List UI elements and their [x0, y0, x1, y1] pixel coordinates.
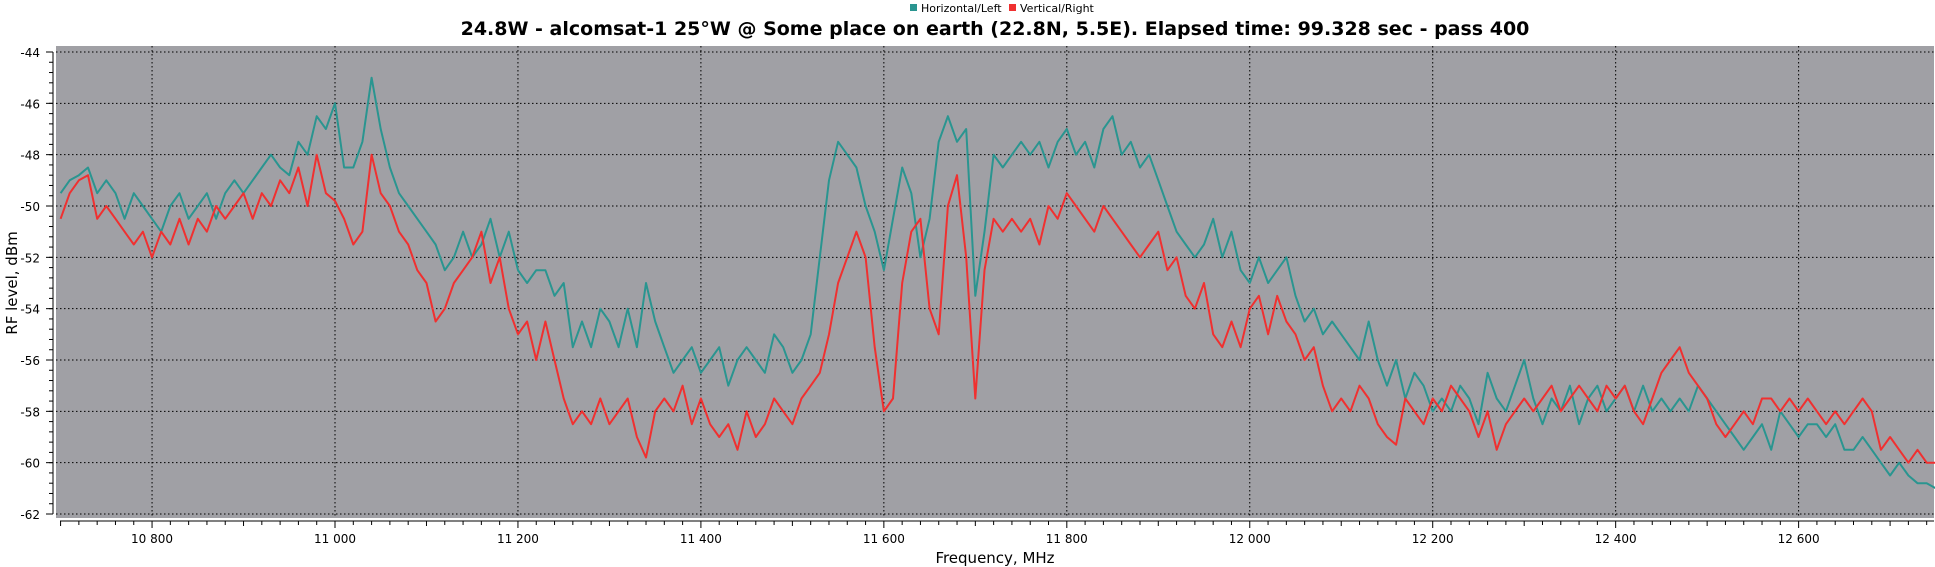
x-tick-label: 12 600	[1778, 532, 1820, 546]
x-tick-label: 10 800	[131, 532, 173, 546]
legend-label: Vertical/Right	[1020, 2, 1095, 15]
x-tick-label: 12 200	[1412, 532, 1454, 546]
x-tick-label: 11 000	[314, 532, 356, 546]
x-tick-label: 12 400	[1595, 532, 1637, 546]
x-tick-label: 11 200	[497, 532, 539, 546]
y-tick-label: -44	[20, 46, 40, 60]
legend-label: Horizontal/Left	[921, 2, 1002, 15]
legend: Horizontal/Left Vertical/Right	[910, 2, 1095, 15]
series-layer	[59, 76, 1935, 489]
x-axis-title: Frequency, MHz	[935, 549, 1054, 567]
y-tick-label: -46	[20, 97, 40, 111]
y-tick-label: -50	[20, 200, 40, 214]
x-tick-label: 11 400	[680, 532, 722, 546]
plot-area	[56, 46, 1934, 518]
y-tick-label: -60	[20, 457, 40, 471]
chart-title: 24.8W - alcomsat-1 25°W @ Some place on …	[461, 18, 1530, 40]
x-tick-label: 11 600	[863, 532, 905, 546]
x-tick-label: 12 000	[1229, 532, 1271, 546]
y-axis-title: RF level, dBm	[3, 231, 21, 334]
legend-swatch	[910, 4, 917, 11]
y-tick-label: -62	[20, 508, 40, 522]
y-tick-label: -52	[20, 251, 40, 265]
y-tick-label: -58	[20, 405, 40, 419]
y-tick-label: -56	[20, 354, 40, 368]
y-tick-label: -54	[20, 303, 40, 317]
series-line-vertical-right	[59, 153, 1935, 464]
y-tick-label: -48	[20, 149, 40, 163]
x-tick-label: 11 800	[1046, 532, 1088, 546]
axes: -62 -60 -58 -56 -54 -52 -50 -48 -46 -44 10 800 11 0…	[20, 46, 1934, 546]
legend-swatch	[1009, 4, 1016, 11]
